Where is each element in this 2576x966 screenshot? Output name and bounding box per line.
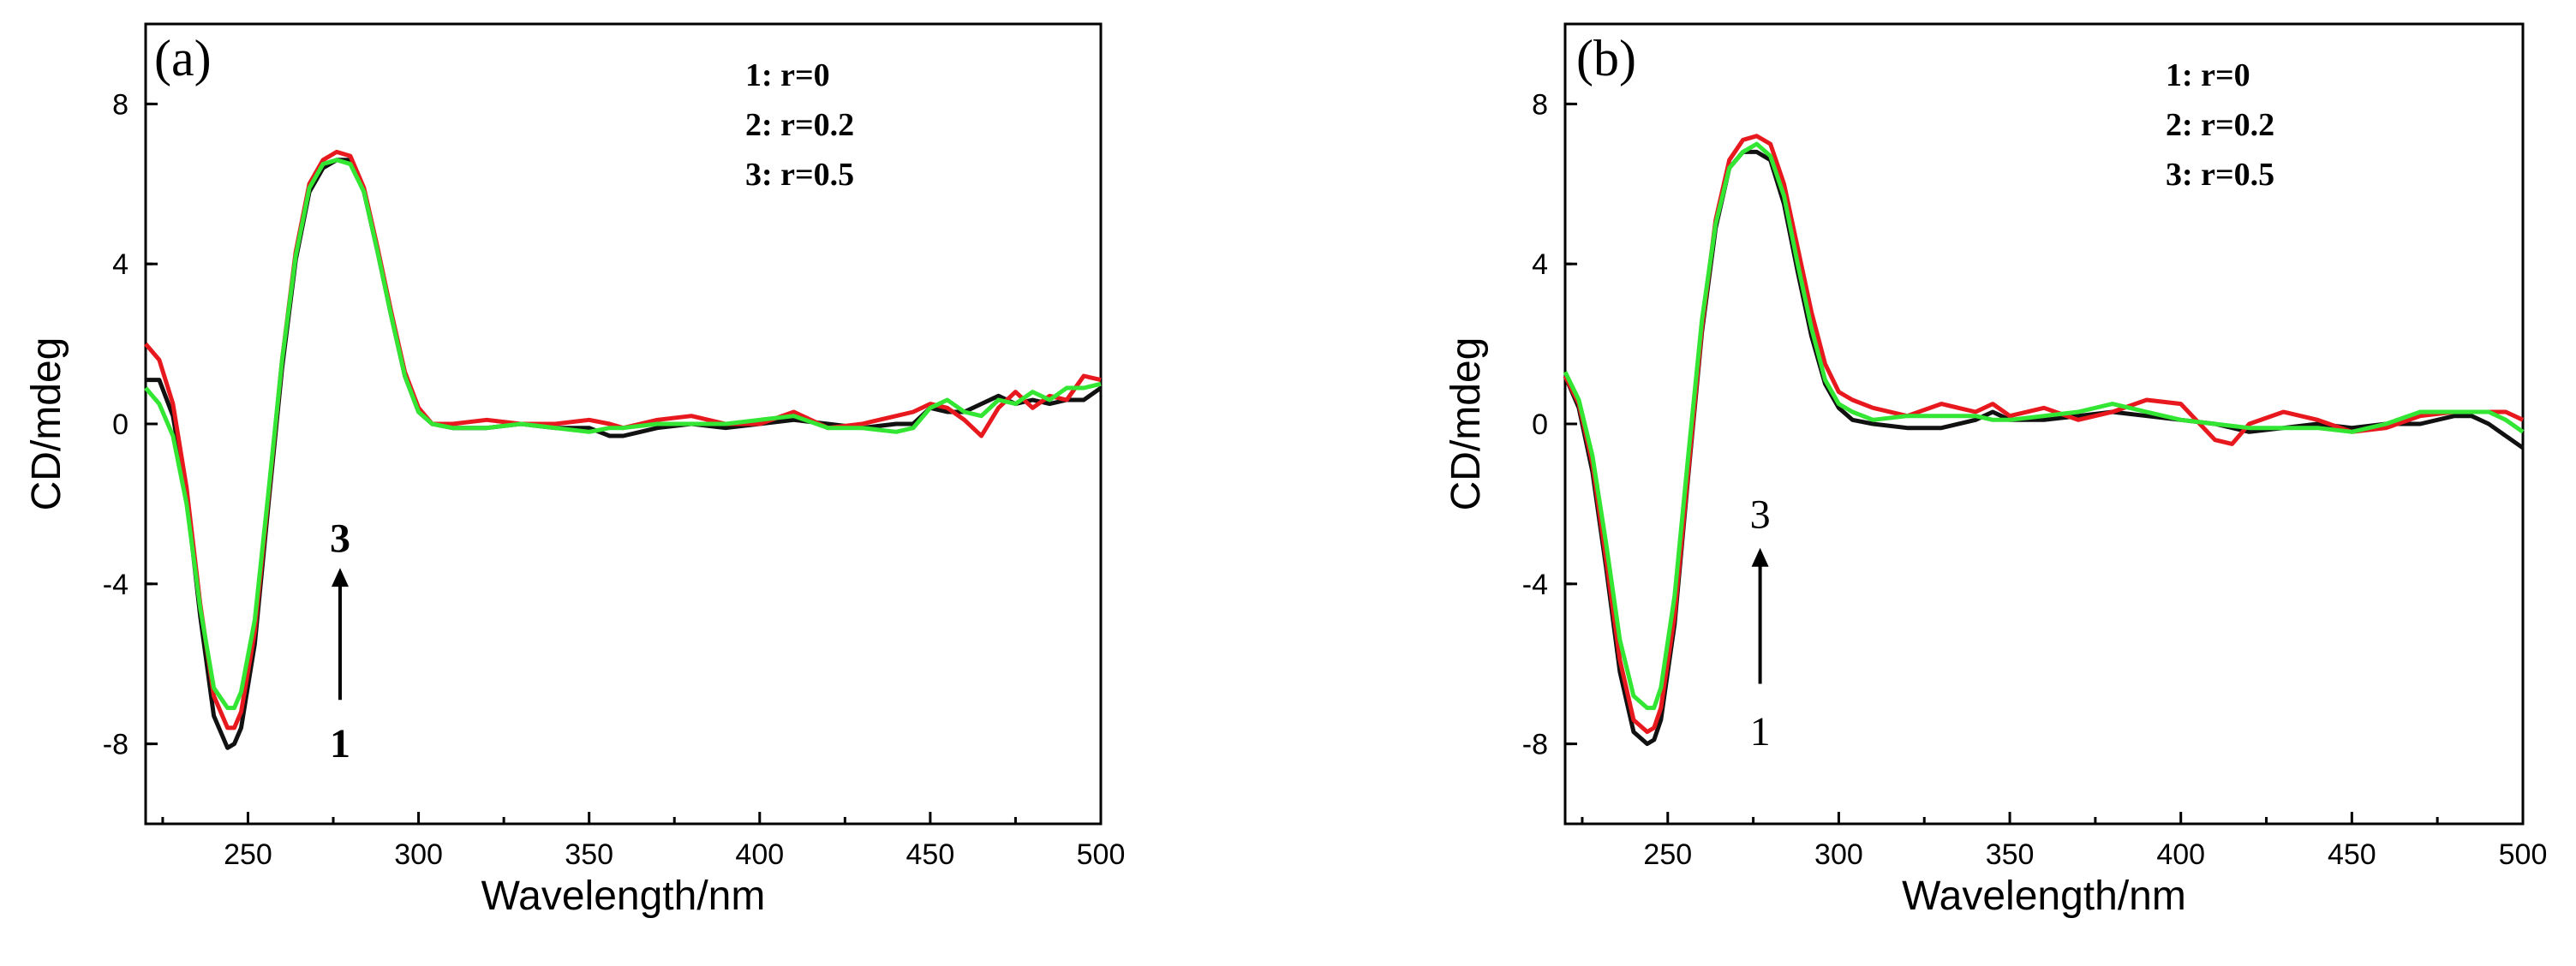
y-tick-label: -4 [1522, 569, 1548, 601]
series-line-2 [144, 149, 1102, 730]
y-tick-label: -4 [103, 569, 129, 601]
series-line-2 [1563, 134, 2525, 735]
legend-entry-3: 3: r=0.5 [2166, 157, 2274, 193]
x-axis-title: Wavelength/nm [1902, 874, 2186, 919]
x-tick-label: 500 [1077, 838, 1126, 871]
panel-label: (a) [154, 30, 212, 86]
x-tick-label: 250 [1643, 838, 1692, 871]
panel-label: (b) [1576, 30, 1636, 86]
y-tick-label: 0 [112, 408, 129, 441]
annotation-top-label: 3 [330, 516, 350, 561]
x-tick-label: 250 [224, 838, 272, 871]
y-tick-label: 8 [112, 88, 129, 121]
y-tick-label: 8 [1532, 88, 1548, 121]
x-tick-label: 450 [906, 838, 955, 871]
annotation-bottom-label: 1 [330, 721, 350, 766]
y-tick-label: 4 [112, 248, 129, 281]
legend-entry-3: 3: r=0.5 [745, 157, 854, 193]
arrow-head [331, 568, 349, 587]
legend-entry-1: 1: r=0 [745, 57, 830, 93]
x-tick-label: 350 [1986, 838, 2035, 871]
panel-b: 250 300 350 400 450 500 -8 -4 0 4 8 Wavelength/nm CD… [1443, 22, 2548, 919]
y-tick-label: -8 [1522, 729, 1548, 761]
y-tick-label: -8 [103, 729, 129, 761]
y-tick-label: 0 [1532, 408, 1548, 441]
x-tick-label: 450 [2328, 838, 2376, 871]
arrow-head [1751, 547, 1769, 567]
legend-entry-2: 2: r=0.2 [745, 107, 854, 143]
series-line-3 [144, 158, 1102, 711]
x-tick-label: 400 [2156, 838, 2205, 871]
series-line-3 [1563, 141, 2525, 711]
series-line-1 [146, 158, 1103, 750]
y-tick-label: 4 [1532, 248, 1548, 281]
annotation-bottom-label: 1 [1750, 709, 1771, 754]
panel-a: 250 300 350 400 450 500 -8 -4 0 4 8 Wavelength/nm CD… [24, 22, 1126, 919]
x-tick-label: 400 [735, 838, 784, 871]
annotation-top-label: 3 [1750, 492, 1771, 537]
x-tick-label: 300 [394, 838, 443, 871]
series-line-1 [1563, 149, 2525, 747]
y-axis-title: CD/mdeg [1443, 337, 1489, 511]
legend-entry-2: 2: r=0.2 [2166, 107, 2274, 143]
x-tick-label: 300 [1814, 838, 1863, 871]
x-axis-title: Wavelength/nm [481, 874, 766, 919]
x-tick-label: 500 [2499, 838, 2548, 871]
plot-frame [144, 22, 1103, 826]
legend-entry-1: 1: r=0 [2166, 57, 2250, 93]
y-axis-title: CD/mdeg [24, 337, 69, 511]
x-tick-label: 350 [565, 838, 613, 871]
